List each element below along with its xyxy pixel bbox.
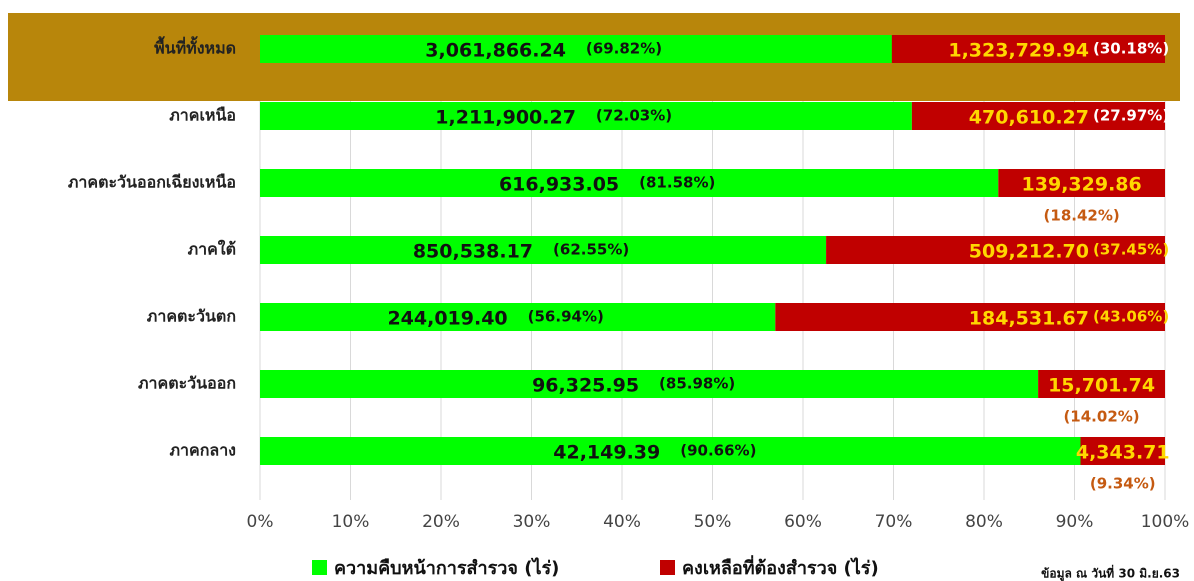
legend-label: คงเหลือที่ต้องสำรวจ (ไร่) <box>682 555 879 579</box>
area-label: 470,610.27 <box>969 107 1089 129</box>
area-label: 1,211,900.27 <box>435 107 576 129</box>
bar-segment <box>826 236 1165 264</box>
area-label: 4,343.71 <box>1076 442 1170 464</box>
note: ข้อมูล ณ วันที่ 30 มิ.ย.63 <box>1041 565 1180 581</box>
bar-segment <box>891 35 1165 63</box>
data-label: (72.03%) <box>596 107 672 125</box>
legend-swatch <box>660 560 675 575</box>
area-label: 15,701.74 <box>1048 375 1155 397</box>
bar-segment <box>260 437 1081 465</box>
data-label: (90.66%) <box>680 442 756 460</box>
x-tick-label: 30% <box>513 512 551 532</box>
bar-segment <box>911 102 1165 130</box>
area-label: 184,531.67 <box>969 308 1089 330</box>
bar-segment <box>1038 370 1165 398</box>
data-label: (37.45%) <box>1093 241 1169 259</box>
bar-segment <box>998 169 1165 197</box>
bar-segment <box>260 370 1039 398</box>
data-label: (18.42%) <box>1044 207 1120 225</box>
legend-swatch <box>312 560 327 575</box>
x-tick-label: 10% <box>332 512 370 532</box>
data-label: (14.02%) <box>1063 408 1139 426</box>
y-tick-label: ภาคใต้ <box>188 240 236 259</box>
area-label: 42,149.39 <box>553 442 660 464</box>
bar-segment <box>775 303 1165 331</box>
bar-segment <box>260 169 999 197</box>
area-label: 1,323,729.94 <box>948 40 1089 62</box>
data-label: (85.98%) <box>659 375 735 393</box>
x-tick-label: 60% <box>784 512 822 532</box>
data-label: (62.55%) <box>553 241 629 259</box>
data-label: (43.06%) <box>1093 308 1169 326</box>
data-label: (81.58%) <box>639 174 715 192</box>
x-tick-label: 90% <box>1056 512 1094 532</box>
data-label: (9.34%) <box>1090 475 1156 493</box>
area-label: 509,212.70 <box>969 241 1089 263</box>
x-tick-label: 50% <box>694 512 732 532</box>
x-tick-label: 70% <box>875 512 913 532</box>
x-tick-label: 40% <box>603 512 641 532</box>
data-label: (27.97%) <box>1093 107 1169 125</box>
bar-segment <box>260 236 827 264</box>
y-tick-label: ภาคกลาง <box>169 441 236 460</box>
legend-label: ความคืบหน้าการสำรวจ (ไร่) <box>334 557 559 579</box>
y-tick-label: ภาคเหนือ <box>169 106 236 125</box>
bar-segment <box>260 102 912 130</box>
area-label: 3,061,866.24 <box>425 40 566 62</box>
x-tick-label: 0% <box>247 512 274 532</box>
bar-segment <box>1080 437 1165 465</box>
y-tick-label: ภาคตะวันตก <box>147 307 236 326</box>
y-tick-label: พื้นที่ทั้งหมด <box>154 36 236 58</box>
area-label: 616,933.05 <box>499 174 619 196</box>
x-tick-label: 20% <box>422 512 460 532</box>
bar-segment <box>260 35 892 63</box>
x-tick-label: 80% <box>965 512 1003 532</box>
bar-segment <box>260 303 776 331</box>
data-label: (30.18%) <box>1093 40 1169 58</box>
area-label: 139,329.86 <box>1022 174 1142 196</box>
data-label: (69.82%) <box>586 40 662 58</box>
y-tick-label: ภาคตะวันออก <box>138 374 236 393</box>
x-tick-label: 100% <box>1141 512 1190 532</box>
y-tick-label: ภาคตะวันออกเฉียงเหนือ <box>68 173 236 192</box>
data-label: (56.94%) <box>528 308 604 326</box>
area-label: 850,538.17 <box>413 241 533 263</box>
area-label: 244,019.40 <box>387 308 507 330</box>
area-label: 96,325.95 <box>532 375 639 397</box>
